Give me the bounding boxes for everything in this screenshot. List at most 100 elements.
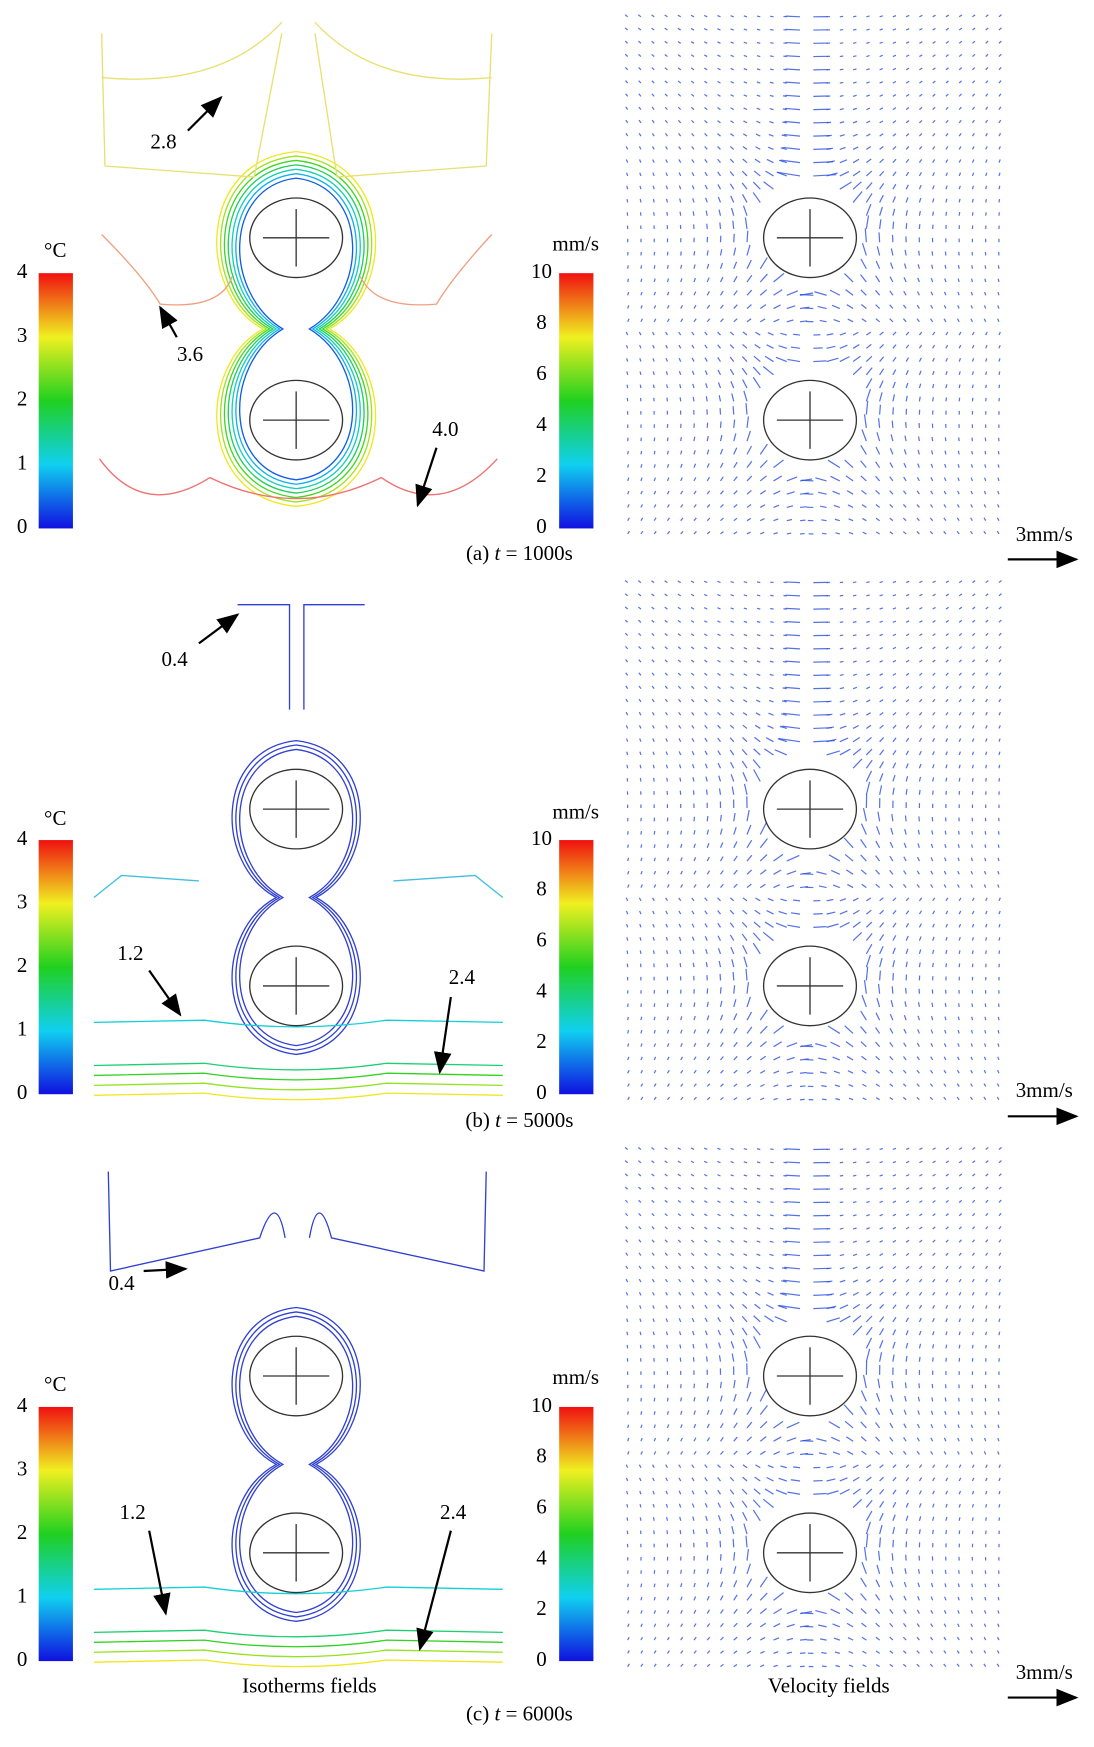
velocity-vector bbox=[678, 55, 681, 57]
velocity-vector bbox=[853, 674, 857, 675]
velocity-vector bbox=[876, 841, 880, 848]
velocity-vector bbox=[734, 518, 737, 521]
velocity-vector bbox=[707, 1002, 708, 1007]
velocity-vector bbox=[627, 186, 628, 189]
velocity-vector bbox=[694, 884, 696, 887]
velocity-vector bbox=[787, 320, 794, 322]
caption-variable: t bbox=[495, 1108, 502, 1132]
velocity-vector bbox=[704, 1148, 707, 1149]
velocity-vector bbox=[757, 69, 760, 70]
velocity-vector bbox=[985, 1425, 986, 1428]
velocity-vector bbox=[627, 752, 628, 755]
velocity-vector bbox=[904, 1596, 906, 1600]
velocity-vector bbox=[931, 1451, 933, 1454]
velocity-vector bbox=[626, 107, 628, 110]
velocity-vector bbox=[893, 197, 896, 203]
velocity-vector bbox=[753, 933, 760, 941]
velocity-vector bbox=[694, 1030, 696, 1034]
velocity-vector bbox=[906, 699, 909, 702]
velocity-vector bbox=[706, 1529, 707, 1534]
velocity-vector bbox=[893, 935, 896, 940]
velocity-vector bbox=[853, 95, 857, 96]
velocity-vector bbox=[764, 1316, 773, 1322]
velocity-vector bbox=[971, 1057, 972, 1060]
velocity-vector bbox=[731, 1514, 734, 1521]
velocity-vector bbox=[653, 1332, 654, 1335]
velocity-vector bbox=[707, 1084, 710, 1087]
velocity-vector bbox=[743, 1477, 747, 1481]
velocity-vector bbox=[831, 870, 840, 874]
velocity-vector bbox=[639, 120, 641, 123]
velocity-vector bbox=[678, 15, 681, 17]
velocity-vector bbox=[880, 750, 884, 755]
velocity-vector bbox=[957, 1097, 959, 1100]
velocity-vector bbox=[853, 1241, 857, 1242]
velocity-vector bbox=[866, 401, 867, 415]
velocity-vector bbox=[958, 1584, 959, 1588]
velocity-vector bbox=[971, 1030, 972, 1033]
velocity-vector bbox=[652, 1200, 654, 1202]
velocity-vector bbox=[693, 777, 694, 781]
velocity-vector bbox=[734, 1451, 737, 1454]
velocity-vector bbox=[919, 1161, 922, 1163]
velocity-vector bbox=[733, 221, 734, 229]
velocity-vector bbox=[743, 121, 747, 123]
velocity-vector bbox=[747, 431, 750, 441]
velocity-vector bbox=[972, 1161, 975, 1163]
velocity-vector bbox=[919, 198, 920, 202]
velocity-vector bbox=[945, 1003, 946, 1007]
velocity-vector bbox=[734, 433, 736, 441]
velocity-vector bbox=[880, 1279, 884, 1282]
velocity-vector bbox=[830, 290, 840, 295]
velocity-vector bbox=[880, 608, 883, 609]
velocity-vector bbox=[959, 41, 962, 43]
velocity-vector bbox=[734, 504, 737, 507]
velocity-vector bbox=[946, 1530, 947, 1534]
velocity-vector bbox=[999, 1161, 1001, 1163]
velocity-vector bbox=[998, 279, 999, 282]
velocity-vector bbox=[919, 1240, 922, 1242]
velocity-vector bbox=[827, 751, 840, 755]
velocity-vector bbox=[933, 1148, 936, 1150]
velocity-vector bbox=[972, 1266, 974, 1269]
velocity-vector bbox=[946, 673, 948, 675]
velocity-vector bbox=[705, 699, 708, 702]
velocity-vector bbox=[734, 1084, 737, 1087]
velocity-vector bbox=[747, 305, 751, 309]
velocity-vector bbox=[862, 1084, 866, 1086]
velocity-vector bbox=[626, 81, 628, 84]
velocity-vector bbox=[731, 29, 734, 30]
velocity-vector bbox=[720, 1651, 723, 1654]
velocity-vector bbox=[906, 185, 908, 189]
velocity-vector bbox=[717, 16, 720, 17]
velocity-vector bbox=[918, 264, 919, 268]
velocity-vector bbox=[820, 1639, 826, 1640]
velocity-vector bbox=[742, 356, 747, 361]
velocity-vector bbox=[744, 95, 747, 96]
velocity-vector bbox=[959, 68, 961, 70]
velocity-vector bbox=[704, 1227, 707, 1229]
velocity-vector bbox=[681, 292, 683, 295]
velocity-vector bbox=[785, 648, 800, 649]
velocity-vector bbox=[667, 504, 669, 507]
velocity-vector bbox=[959, 1148, 962, 1150]
velocity-vector bbox=[986, 1240, 988, 1243]
velocity-vector bbox=[704, 621, 707, 623]
velocity-vector bbox=[757, 42, 760, 43]
velocity-vector bbox=[833, 1624, 840, 1627]
velocity-vector bbox=[853, 1228, 856, 1229]
velocity-vector bbox=[946, 94, 948, 96]
velocity-vector bbox=[707, 504, 710, 507]
velocity-vector bbox=[904, 843, 906, 848]
velocity-vector bbox=[904, 1623, 907, 1626]
velocity-vector bbox=[893, 1527, 895, 1534]
velocity-vector bbox=[704, 634, 707, 636]
velocity-vector bbox=[694, 871, 696, 874]
velocity-vector bbox=[627, 173, 628, 176]
velocity-vector bbox=[971, 478, 972, 481]
velocity-vector bbox=[692, 358, 694, 362]
velocity-vector bbox=[866, 661, 869, 662]
velocity-vector bbox=[800, 507, 807, 508]
velocity-vector bbox=[880, 582, 883, 583]
velocity-vector bbox=[866, 1465, 870, 1468]
